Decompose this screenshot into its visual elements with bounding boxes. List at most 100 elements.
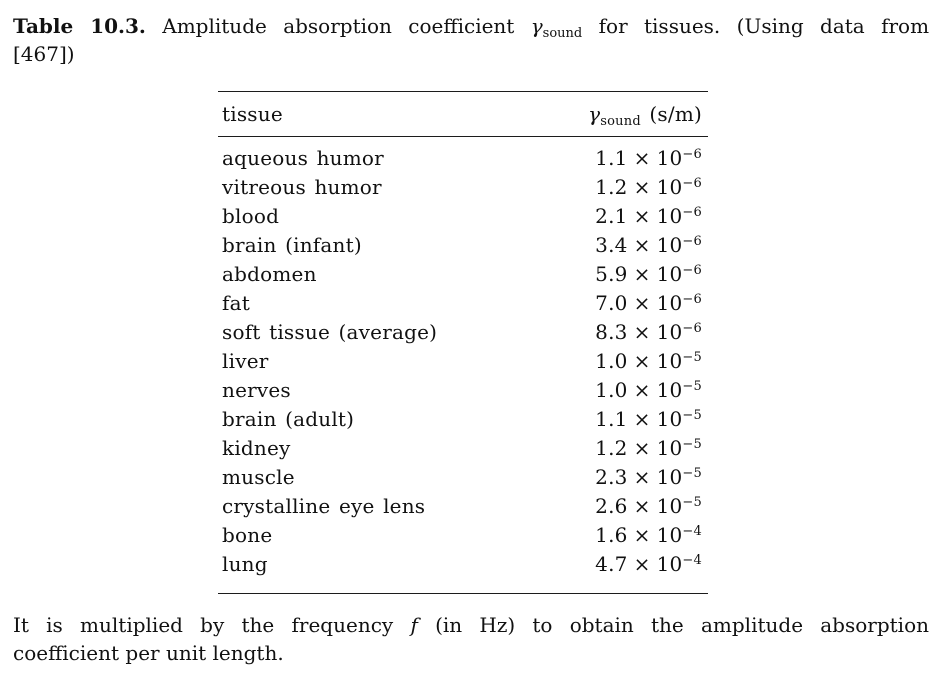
tissue-cell: aqueous humor bbox=[222, 146, 384, 170]
value-mantissa: 1.1 bbox=[595, 146, 628, 170]
table-row: aqueous humor 1.1 × 10−6 bbox=[218, 144, 708, 173]
value-mantissa: 1.6 bbox=[595, 523, 628, 547]
value-mantissa: 2.3 bbox=[595, 465, 628, 489]
value-base: 10 bbox=[656, 378, 683, 402]
value-mantissa: 7.0 bbox=[595, 291, 628, 315]
value-base: 10 bbox=[656, 494, 683, 518]
value-times: × bbox=[633, 465, 651, 489]
tissue-cell: brain (adult) bbox=[222, 407, 355, 431]
tissue-cell: nerves bbox=[222, 378, 291, 402]
value-times: × bbox=[633, 523, 651, 547]
table-row: vitreous humor 1.2 × 10−6 bbox=[218, 173, 708, 202]
value-mantissa: 1.0 bbox=[595, 349, 628, 373]
table-row: brain (infant) 3.4 × 10−6 bbox=[218, 231, 708, 260]
tissue-cell: fat bbox=[222, 291, 250, 315]
value-exponent: −5 bbox=[682, 379, 702, 394]
value-exponent: −6 bbox=[682, 234, 702, 249]
value-times: × bbox=[633, 494, 651, 518]
caption-text-before: Amplitude absorption coefficient bbox=[162, 14, 515, 38]
value-cell: 7.0 × 10−6 bbox=[595, 289, 702, 318]
value-base: 10 bbox=[656, 407, 683, 431]
table-row: soft tissue (average) 8.3 × 10−6 bbox=[218, 318, 708, 347]
value-base: 10 bbox=[656, 552, 683, 576]
value-exponent: −4 bbox=[682, 553, 702, 568]
header-tissue-label: tissue bbox=[222, 102, 283, 126]
value-times: × bbox=[633, 175, 651, 199]
table-caption: Table 10.3. Amplitude absorption coeffic… bbox=[13, 12, 929, 68]
footnote-line-2: coefficient per unit length. bbox=[13, 641, 284, 665]
value-exponent: −5 bbox=[682, 466, 702, 481]
value-mantissa: 4.7 bbox=[595, 552, 628, 576]
footnote-line-1: It is multiplied by the frequency f (in … bbox=[13, 611, 929, 639]
table-row: fat 7.0 × 10−6 bbox=[218, 289, 708, 318]
value-times: × bbox=[633, 204, 651, 228]
value-base: 10 bbox=[656, 436, 683, 460]
tissue-cell: lung bbox=[222, 552, 268, 576]
table-row: muscle 2.3 × 10−5 bbox=[218, 463, 708, 492]
value-exponent: −5 bbox=[682, 495, 702, 510]
value-mantissa: 5.9 bbox=[595, 262, 628, 286]
table-row: abdomen 5.9 × 10−6 bbox=[218, 260, 708, 289]
table-row: kidney 1.2 × 10−5 bbox=[218, 434, 708, 463]
value-base: 10 bbox=[656, 349, 683, 373]
gamma-subscript: sound bbox=[542, 26, 583, 41]
value-times: × bbox=[633, 552, 651, 576]
value-exponent: −4 bbox=[682, 524, 702, 539]
value-exponent: −5 bbox=[682, 437, 702, 452]
value-cell: 2.1 × 10−6 bbox=[595, 202, 702, 231]
table-footnote: It is multiplied by the frequency f (in … bbox=[13, 611, 929, 667]
value-times: × bbox=[633, 262, 651, 286]
value-mantissa: 8.3 bbox=[595, 320, 628, 344]
table-row: nerves 1.0 × 10−5 bbox=[218, 376, 708, 405]
value-mantissa: 2.6 bbox=[595, 494, 628, 518]
value-base: 10 bbox=[656, 523, 683, 547]
footnote-text-before: It is multiplied by the frequency bbox=[13, 613, 394, 637]
value-times: × bbox=[633, 436, 651, 460]
value-exponent: −6 bbox=[682, 321, 702, 336]
value-mantissa: 1.1 bbox=[595, 407, 628, 431]
tissue-cell: abdomen bbox=[222, 262, 317, 286]
gamma-symbol: γsound bbox=[530, 14, 583, 41]
value-mantissa: 1.2 bbox=[595, 175, 628, 199]
value-cell: 1.2 × 10−5 bbox=[595, 434, 702, 463]
value-base: 10 bbox=[656, 262, 683, 286]
value-base: 10 bbox=[656, 204, 683, 228]
tissue-cell: muscle bbox=[222, 465, 295, 489]
value-exponent: −6 bbox=[682, 292, 702, 307]
value-mantissa: 1.2 bbox=[595, 436, 628, 460]
value-times: × bbox=[633, 233, 651, 257]
value-cell: 1.1 × 10−5 bbox=[595, 405, 702, 434]
value-exponent: −6 bbox=[682, 176, 702, 191]
table-header-row: tissue γsound (s/m) bbox=[218, 92, 708, 136]
tissue-cell: blood bbox=[222, 204, 280, 228]
value-times: × bbox=[633, 320, 651, 344]
value-cell: 2.6 × 10−5 bbox=[595, 492, 702, 521]
value-base: 10 bbox=[656, 175, 683, 199]
frequency-symbol: f bbox=[410, 613, 418, 637]
tissue-cell: liver bbox=[222, 349, 269, 373]
value-cell: 1.1 × 10−6 bbox=[595, 144, 702, 173]
value-base: 10 bbox=[656, 146, 683, 170]
caption-line-2: [467]) bbox=[13, 42, 75, 66]
table-row: blood 2.1 × 10−6 bbox=[218, 202, 708, 231]
value-cell: 1.0 × 10−5 bbox=[595, 347, 702, 376]
value-times: × bbox=[633, 378, 651, 402]
value-times: × bbox=[633, 349, 651, 373]
value-cell: 1.6 × 10−4 bbox=[595, 521, 702, 550]
value-cell: 4.7 × 10−4 bbox=[595, 550, 702, 579]
value-exponent: −5 bbox=[682, 408, 702, 423]
value-cell: 8.3 × 10−6 bbox=[595, 318, 702, 347]
value-mantissa: 2.1 bbox=[595, 204, 628, 228]
gamma-glyph: γ bbox=[530, 14, 543, 38]
value-times: × bbox=[633, 407, 651, 431]
value-cell: 3.4 × 10−6 bbox=[595, 231, 702, 260]
value-mantissa: 1.0 bbox=[595, 378, 628, 402]
value-base: 10 bbox=[656, 291, 683, 315]
value-times: × bbox=[633, 146, 651, 170]
value-cell: 1.0 × 10−5 bbox=[595, 376, 702, 405]
tissue-cell: brain (infant) bbox=[222, 233, 362, 257]
absorption-table: tissue γsound (s/m) aqueous humor 1.1 × 10… bbox=[218, 91, 708, 594]
table-top-rule bbox=[218, 91, 708, 92]
value-mantissa: 3.4 bbox=[595, 233, 628, 257]
